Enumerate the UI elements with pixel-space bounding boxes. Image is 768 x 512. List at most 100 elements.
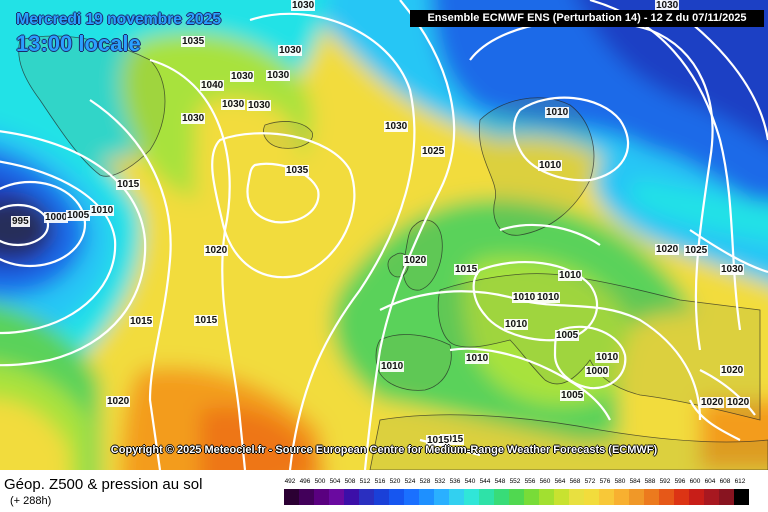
z500-deep-north	[578, 0, 768, 144]
legend-label: 496	[299, 478, 311, 485]
legend-label: 584	[629, 478, 641, 485]
isobar-label: 1020	[403, 255, 428, 266]
legend-label: 588	[644, 478, 656, 485]
isobar-1010-med	[449, 347, 611, 421]
isobar-label: 1015	[440, 434, 465, 445]
legend-label: 580	[614, 478, 626, 485]
legend-label: 600	[689, 478, 701, 485]
legend-label: 556	[524, 478, 536, 485]
isobar-label: 1010	[558, 270, 583, 281]
model-run-label: Ensemble ECMWF ENS (Perturbation 14) - 1…	[410, 10, 764, 27]
legend-label: 528	[419, 478, 431, 485]
legend-label: 596	[674, 478, 686, 485]
legend-label: 564	[554, 478, 566, 485]
isobar-label: 995	[11, 216, 30, 227]
legend-swatch	[344, 489, 359, 505]
isobar-label: 1015	[454, 264, 479, 275]
legend-swatch	[434, 489, 449, 505]
legend-swatch	[524, 489, 539, 505]
copyright-notice: Copyright © 2025 Meteociel.fr - Source E…	[110, 444, 658, 456]
isobar-label: 1030	[181, 113, 206, 124]
isobar-label: 1010	[465, 353, 490, 364]
isobar-label: 1010	[545, 107, 570, 118]
isobar-label: 1015	[116, 179, 141, 190]
isobar-label: 1010	[536, 292, 561, 303]
isobar-1020-se	[699, 369, 756, 416]
legend-swatch	[629, 489, 644, 505]
isobar-label: 1010	[595, 352, 620, 363]
legend-label: 516	[374, 478, 386, 485]
legend-swatch	[689, 489, 704, 505]
isobar-label: 1020	[655, 244, 680, 255]
isobar-1010-scand	[512, 96, 630, 182]
legend-label: 520	[389, 478, 401, 485]
legend-swatch	[614, 489, 629, 505]
legend-swatch	[584, 489, 599, 505]
isobar-1030a	[211, 132, 356, 279]
isobar-1015	[89, 99, 172, 470]
legend-label: 608	[719, 478, 731, 485]
isobar-label: 1030	[655, 0, 680, 11]
legend-label: 560	[539, 478, 551, 485]
legend-swatch	[494, 489, 509, 505]
isobar-label: 1030	[247, 100, 272, 111]
z500-yellow-africa	[368, 400, 600, 470]
legend-label: 592	[659, 478, 671, 485]
isobar-1010	[0, 130, 147, 367]
isobar-label: 1020	[700, 397, 725, 408]
legend-swatch	[389, 489, 404, 505]
isobar-label: 1010	[504, 319, 529, 330]
isobar-1030-e	[689, 229, 768, 274]
legend-swatch	[509, 489, 524, 505]
z500-deeporange-s	[200, 407, 320, 470]
forecast-date: Mercredi 19 novembre 2025	[16, 11, 221, 28]
legend-swatch	[359, 489, 374, 505]
isobar-label: 1015	[194, 315, 219, 326]
isobar-1015-med	[379, 290, 702, 421]
legend-swatch	[299, 489, 314, 505]
legend-label: 572	[584, 478, 596, 485]
isobar-label: 1025	[684, 245, 709, 256]
isobar-label: 1025	[421, 146, 446, 157]
legend-swatch	[479, 489, 494, 505]
isobar-1010-central	[499, 223, 601, 246]
isobar-label: 1010	[380, 361, 405, 372]
legend-label: 576	[599, 478, 611, 485]
legend-swatch	[464, 489, 479, 505]
legend-label: 508	[344, 478, 356, 485]
legend-swatch	[449, 489, 464, 505]
legend-swatch	[314, 489, 329, 505]
legend-label: 512	[359, 478, 371, 485]
legend-label: 604	[704, 478, 716, 485]
isobar-label: 1010	[538, 160, 563, 171]
isobar-label: 1015	[129, 316, 154, 327]
greenland-shape	[18, 35, 166, 177]
isobar-label: 1000	[44, 212, 69, 223]
isobar-label: 1040	[200, 80, 225, 91]
legend-swatch	[284, 489, 299, 505]
isobar-995	[0, 203, 50, 247]
legend-swatch	[644, 489, 659, 505]
forecast-map: 1030 1035 1030 1040 1030 1030 1030 1030 …	[0, 0, 768, 470]
legend-label: 492	[284, 478, 296, 485]
isobar-label: 1020	[726, 397, 751, 408]
legend-label: 536	[449, 478, 461, 485]
legend-swatch	[569, 489, 584, 505]
legend-label: 524	[404, 478, 416, 485]
isobar-label: 1005	[555, 330, 580, 341]
legend-label: 568	[569, 478, 581, 485]
legend-label: 612	[734, 478, 746, 485]
isobar-label: 1015	[426, 435, 451, 446]
iberia-shape	[375, 334, 452, 391]
legend-swatch	[374, 489, 389, 505]
legend-swatch	[329, 489, 344, 505]
legend-swatch	[719, 489, 734, 505]
isobars	[0, 0, 768, 470]
legend-swatches	[284, 489, 749, 505]
legend-label: 500	[314, 478, 326, 485]
isobar-label: 1005	[66, 210, 91, 221]
isobar-label: 1030	[266, 70, 291, 81]
isobar-label: 1020	[204, 245, 229, 256]
isobar-1020-se2	[689, 399, 741, 441]
isobar-1005	[0, 160, 117, 335]
